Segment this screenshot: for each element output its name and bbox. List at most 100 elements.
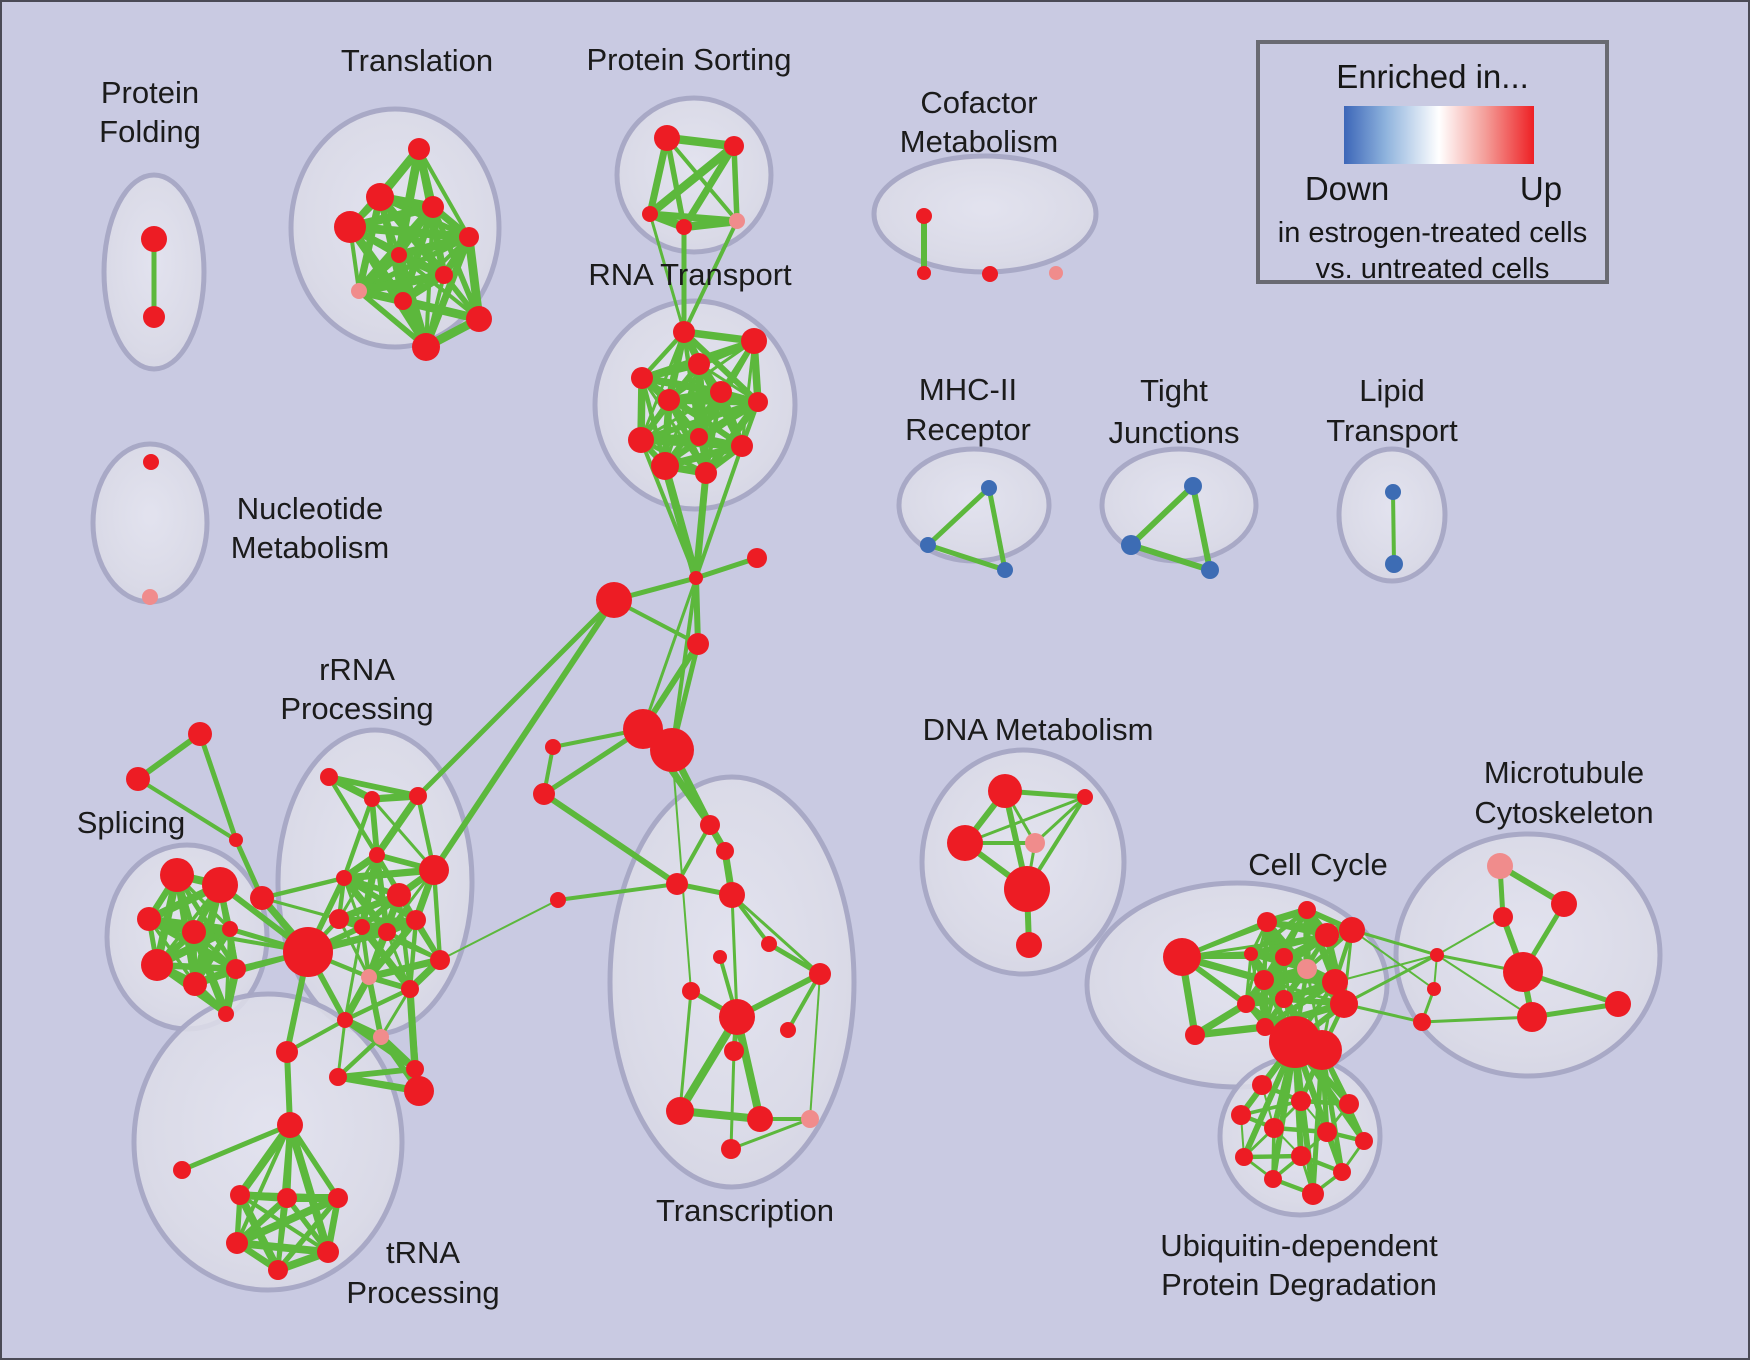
gene-set-node-rr-6 bbox=[387, 883, 411, 907]
gene-set-node-sp-4 bbox=[222, 921, 238, 937]
network-edge bbox=[648, 213, 686, 333]
gene-set-node-rt-6 bbox=[748, 392, 768, 412]
gene-set-node-cc-8 bbox=[533, 783, 555, 805]
gene-set-node-cy-5 bbox=[1339, 917, 1365, 943]
gene-set-node-lt-0 bbox=[1385, 484, 1401, 500]
gene-set-node-tn-6 bbox=[268, 1260, 288, 1280]
cluster-label-tj: Tight bbox=[1140, 373, 1208, 408]
network-edge bbox=[675, 824, 712, 885]
cluster-label-cy: Cell Cycle bbox=[1248, 847, 1388, 882]
gene-set-node-rr-1 bbox=[364, 791, 380, 807]
network-edge bbox=[181, 1122, 291, 1173]
network-edge bbox=[370, 798, 436, 871]
gene-set-node-cy-7 bbox=[1275, 948, 1293, 966]
network-edge bbox=[678, 990, 693, 1112]
gene-set-node-tr-4 bbox=[459, 227, 479, 247]
network-edge bbox=[639, 439, 698, 579]
gene-set-node-cf-2 bbox=[982, 266, 998, 282]
gene-set-node-nm-0 bbox=[143, 454, 159, 470]
network-edge bbox=[730, 893, 822, 976]
cluster-label-mh: MHC-II bbox=[919, 372, 1017, 407]
network-edge bbox=[1249, 908, 1309, 956]
gene-set-node-cy-11 bbox=[1275, 990, 1293, 1008]
network-edge bbox=[1343, 953, 1438, 1006]
gene-set-node-lt-1 bbox=[1385, 555, 1403, 573]
gene-set-node-tn-1 bbox=[230, 1185, 250, 1205]
gene-set-node-cy-0 bbox=[1163, 938, 1201, 976]
network-edge bbox=[694, 445, 744, 579]
gene-set-node-tn-3 bbox=[328, 1188, 348, 1208]
gene-set-node-tc-1 bbox=[716, 842, 734, 860]
gene-set-node-rr-7 bbox=[329, 909, 349, 929]
gene-set-node-rr-3 bbox=[369, 847, 385, 863]
network-edge bbox=[683, 216, 738, 232]
cluster-label-tj: Junctions bbox=[1109, 415, 1240, 450]
gene-set-node-ub-1 bbox=[1291, 1091, 1311, 1111]
gene-set-node-cc-9 bbox=[550, 892, 566, 908]
gene-set-node-cc-0 bbox=[276, 1041, 298, 1063]
cluster-label-tr: Translation bbox=[341, 43, 493, 78]
network-edge bbox=[374, 793, 421, 858]
gene-set-node-tc-10 bbox=[724, 1041, 744, 1061]
gene-set-node-cy-9 bbox=[1254, 970, 1274, 990]
gene-set-node-rt-7 bbox=[690, 428, 708, 446]
network-edge bbox=[692, 472, 710, 579]
gene-set-node-mt-7 bbox=[1427, 982, 1441, 996]
gene-set-node-cy-10 bbox=[1237, 995, 1255, 1013]
network-edge bbox=[702, 399, 762, 476]
gene-set-node-dm-1 bbox=[1077, 789, 1093, 805]
gene-set-node-tn-2 bbox=[277, 1188, 297, 1208]
network-edge bbox=[235, 1124, 292, 1244]
gene-set-node-ub-3 bbox=[1231, 1105, 1251, 1125]
network-edge bbox=[385, 931, 412, 990]
network-edge bbox=[1181, 908, 1308, 959]
gene-set-node-tc-6 bbox=[809, 963, 831, 985]
network-edge bbox=[926, 486, 991, 547]
network-edge bbox=[1334, 954, 1438, 983]
cluster-label-cf: Cofactor bbox=[920, 85, 1037, 120]
network-edge bbox=[366, 917, 419, 980]
network-edge bbox=[664, 137, 687, 228]
gene-set-node-ps-4 bbox=[729, 213, 745, 229]
gene-set-node-rt-9 bbox=[731, 435, 753, 457]
legend-down-label: Down bbox=[1304, 170, 1390, 207]
gene-set-node-sp-0 bbox=[160, 858, 194, 892]
legend-gradient-bar bbox=[1344, 106, 1534, 164]
gene-set-node-tc-5 bbox=[761, 936, 777, 952]
network-edge bbox=[401, 296, 481, 324]
gene-set-node-tc-8 bbox=[719, 999, 755, 1035]
gene-set-node-tc-4 bbox=[713, 950, 727, 964]
gene-set-node-rr-11 bbox=[361, 969, 377, 985]
gene-set-node-ub-10 bbox=[1264, 1170, 1282, 1188]
network-edge bbox=[416, 598, 616, 798]
network-edge bbox=[1310, 1049, 1325, 1195]
network-edge bbox=[275, 1196, 341, 1272]
network-edge bbox=[368, 956, 441, 981]
network-edge bbox=[336, 1035, 383, 1079]
gene-set-node-rr-5 bbox=[419, 855, 449, 885]
network-edge bbox=[557, 882, 678, 902]
network-edge bbox=[1391, 491, 1396, 565]
cluster-label-mh: Receptor bbox=[905, 412, 1031, 447]
gene-set-node-ub-8 bbox=[1291, 1146, 1311, 1166]
network-edge bbox=[730, 894, 739, 1018]
gene-set-node-cy-12 bbox=[1322, 969, 1348, 995]
gene-set-node-tj-2 bbox=[1201, 561, 1219, 579]
gene-set-node-ub-11 bbox=[1302, 1183, 1324, 1205]
network-edge bbox=[327, 775, 379, 857]
gene-set-node-nm-1 bbox=[142, 589, 158, 605]
network-edge bbox=[681, 329, 761, 405]
gene-set-node-mt-2 bbox=[1493, 907, 1513, 927]
gene-set-node-tj-1 bbox=[1121, 535, 1141, 555]
gene-set-node-tr-9 bbox=[466, 306, 492, 332]
network-edge bbox=[431, 598, 617, 872]
network-edge bbox=[349, 222, 470, 242]
gene-set-node-ub-9 bbox=[1333, 1163, 1351, 1181]
network-edge bbox=[439, 899, 559, 961]
network-edge bbox=[730, 1117, 811, 1151]
network-edge bbox=[464, 236, 484, 320]
gene-set-node-rr-15 bbox=[250, 886, 274, 910]
legend: Enriched in... Down Up in estrogen-treat… bbox=[1256, 40, 1609, 285]
network-edge bbox=[1194, 1023, 1266, 1039]
